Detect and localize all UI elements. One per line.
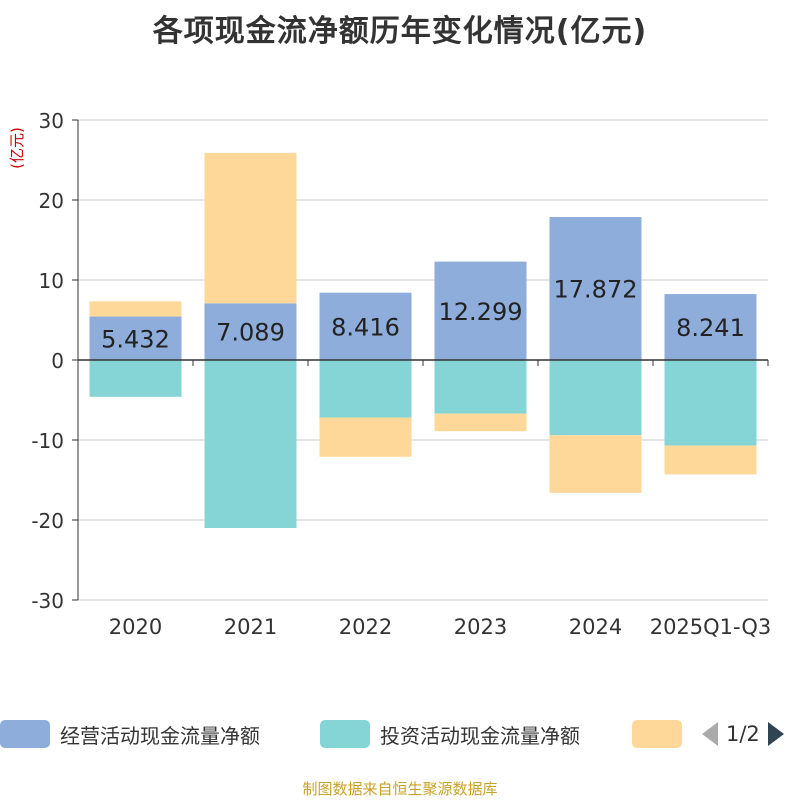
bar-financing — [204, 152, 297, 304]
bar-operating — [664, 294, 757, 360]
legend-item-operating[interactable]: 经营活动现金流量净额 — [0, 716, 260, 752]
data-label: 12.299 — [439, 298, 523, 326]
y-tick-label: -20 — [31, 509, 64, 533]
triangle-left-icon[interactable] — [700, 720, 720, 748]
data-label: 5.432 — [101, 325, 170, 353]
y-tick-label: 10 — [39, 269, 64, 293]
legend-swatch-financing — [632, 720, 682, 748]
x-tick-label: 2021 — [224, 615, 277, 639]
legend-swatch-operating — [0, 720, 50, 748]
y-tick-label: -30 — [31, 589, 64, 613]
y-axis-label: (亿元) — [8, 127, 26, 169]
bar-financing — [664, 445, 757, 475]
bar-investing — [664, 360, 757, 446]
bar-financing — [434, 413, 527, 432]
chart-area: 30 20 10 0 -10 -20 -30 (亿元) 5.432 7.089 8.416 12.29… — [8, 109, 772, 639]
chart-title: 各项现金流净额历年变化情况(亿元) — [152, 14, 648, 49]
x-tick-label: 2022 — [339, 615, 392, 639]
bar-investing — [434, 360, 527, 414]
bar-investing — [319, 360, 412, 418]
bar-investing — [204, 360, 297, 528]
legend-swatch-investing — [320, 720, 370, 748]
y-tick-label: -10 — [31, 429, 64, 453]
y-tick-label: 20 — [39, 189, 64, 213]
bar-investing — [549, 360, 642, 436]
bar-financing — [319, 417, 412, 457]
bar-operating — [319, 292, 412, 360]
legend-page-indicator: 1/2 — [726, 722, 760, 746]
x-tick-label: 2020 — [109, 615, 162, 639]
bar-financing — [549, 435, 642, 493]
y-tick-label: 30 — [39, 109, 64, 133]
legend: 经营活动现金流量净额 投资活动现金流量净额 1/2 — [0, 716, 800, 752]
triangle-right-icon[interactable] — [766, 720, 786, 748]
legend-label-investing: 投资活动现金流量净额 — [380, 723, 580, 748]
x-tick-label: 2025Q1-Q3 — [650, 615, 772, 639]
x-tick-label: 2023 — [454, 615, 507, 639]
data-label: 8.416 — [331, 313, 400, 341]
bar-operating — [89, 316, 182, 360]
data-label: 7.089 — [216, 319, 285, 347]
data-label: 17.872 — [554, 276, 638, 304]
legend-item-financing[interactable] — [632, 716, 682, 752]
legend-label-operating: 经营活动现金流量净额 — [60, 723, 260, 748]
bar-operating — [204, 303, 297, 360]
bar-operating — [434, 261, 527, 360]
source-note: 制图数据来自恒生聚源数据库 — [302, 780, 498, 798]
legend-pager: 1/2 — [700, 716, 786, 752]
x-tick-label: 2024 — [569, 615, 622, 639]
y-tick-label: 0 — [51, 349, 64, 373]
data-label: 8.241 — [676, 314, 745, 342]
legend-item-investing[interactable]: 投资活动现金流量净额 — [320, 716, 580, 752]
bar-investing — [89, 360, 182, 397]
bar-financing — [89, 301, 182, 317]
bar-operating — [549, 217, 642, 360]
